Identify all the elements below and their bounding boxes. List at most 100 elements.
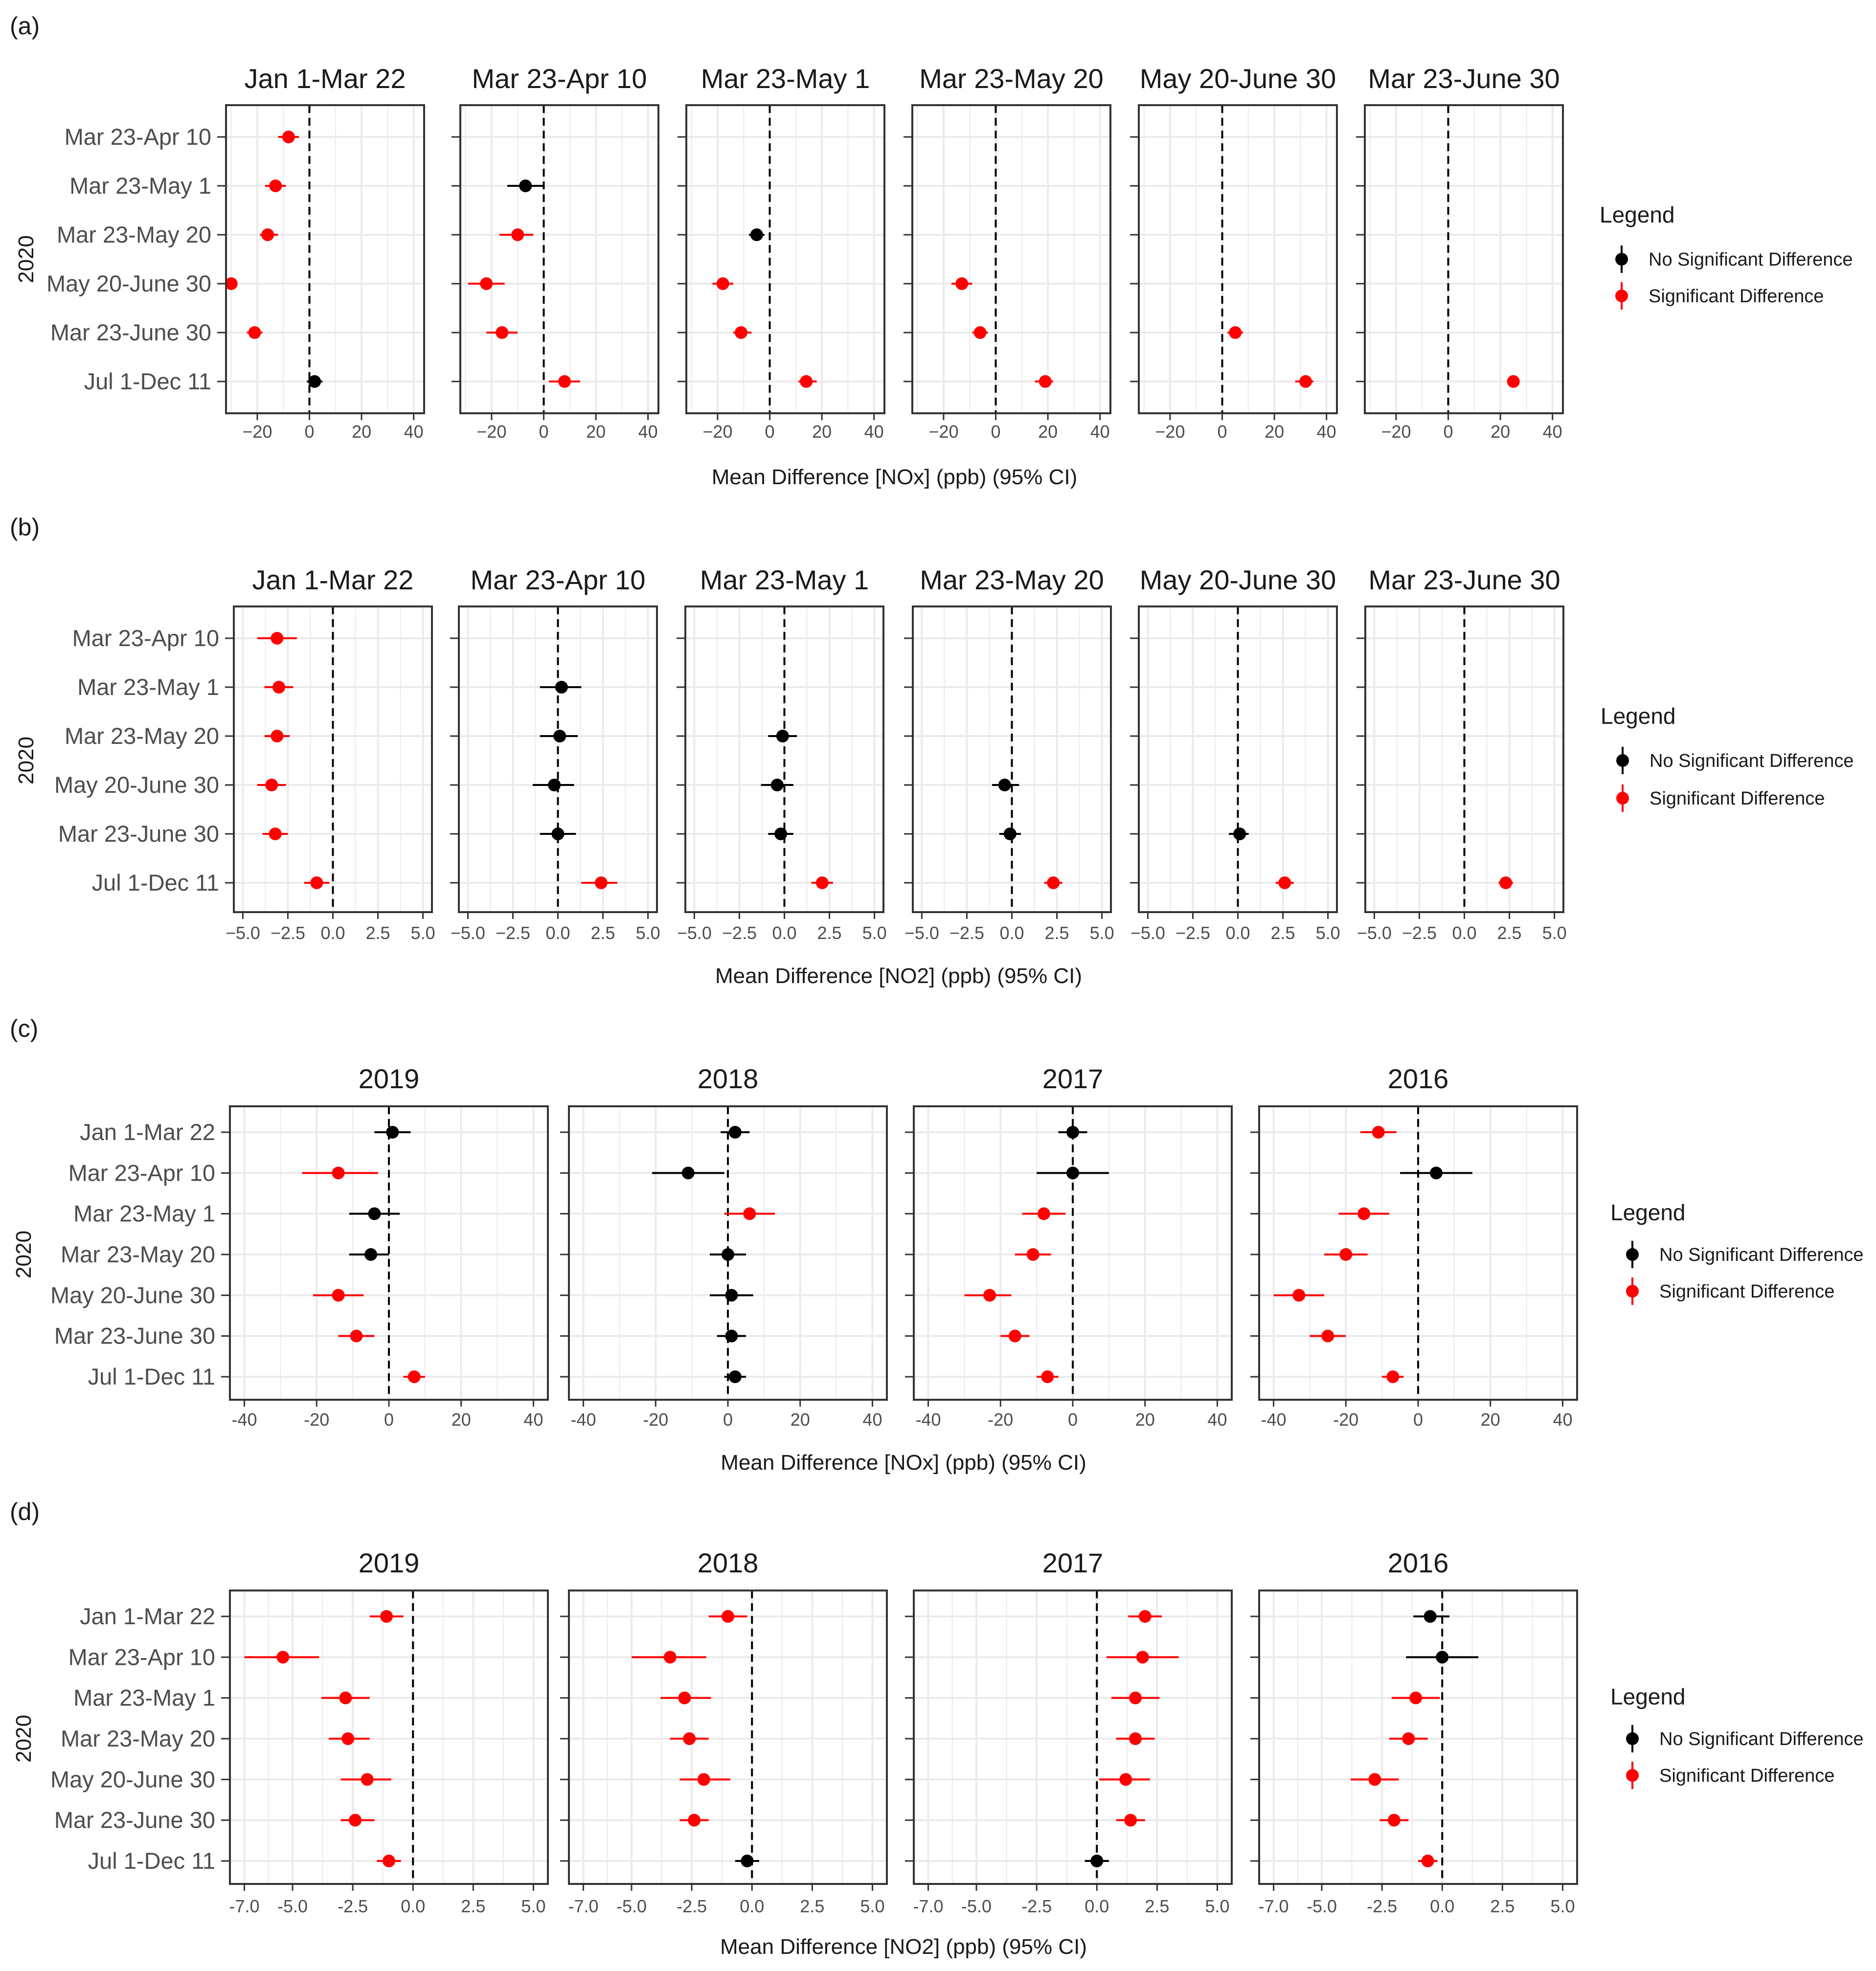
estimate-point <box>973 326 987 339</box>
facet: Mar 23-Apr 10 −5.0 −2.5 0.0 2.5 5.0 <box>450 564 660 943</box>
estimate-point <box>1124 1814 1137 1827</box>
x-tick-label: 40 <box>1317 422 1336 442</box>
estimate-point <box>815 876 829 889</box>
estimate-point <box>1409 1691 1423 1704</box>
x-tick-label: 0.0 <box>740 1896 764 1916</box>
estimate-point <box>511 228 524 241</box>
facet-title: 2019 <box>359 1547 420 1578</box>
legend-title: Legend <box>1610 1200 1686 1225</box>
estimate-point <box>1229 326 1242 339</box>
x-tick-label: 0 <box>305 422 315 442</box>
estimate-point <box>1424 1610 1437 1623</box>
x-tick-label: -2.5 <box>1021 1896 1052 1916</box>
estimate-point <box>1066 1166 1079 1180</box>
estimate-point <box>697 1773 710 1786</box>
estimate-point <box>594 876 608 889</box>
x-tick-label: 0.0 <box>1430 1896 1454 1916</box>
x-tick-label: -40 <box>1261 1410 1287 1430</box>
panel-label: (a) <box>10 12 40 40</box>
estimate-point <box>361 1773 374 1786</box>
x-tick-label: 0.0 <box>401 1896 425 1916</box>
x-tick-label: 20 <box>586 422 606 442</box>
facet: 2019 -40 -20 0 20 40 <box>229 1063 549 1430</box>
row-label: Jul 1-Dec 11 <box>92 870 219 896</box>
facet: 2018 -40 -20 0 20 40 <box>560 1063 888 1430</box>
row-label: Mar 23-June 30 <box>54 1807 215 1833</box>
estimate-point <box>551 828 565 840</box>
estimate-point <box>678 1691 691 1704</box>
x-tick-label: −2.5 <box>496 923 530 943</box>
legend-key-point <box>1626 1285 1639 1298</box>
x-tick-label: 40 <box>1090 422 1110 442</box>
x-tick-label: -40 <box>571 1410 596 1430</box>
facet: Mar 23-May 20 −5.0 −2.5 0.0 2.5 5.0 <box>904 564 1114 943</box>
x-tick-label: 20 <box>791 1410 810 1430</box>
x-tick-label: 0 <box>765 422 775 442</box>
estimate-point <box>272 681 286 694</box>
estimate-point <box>1041 1370 1054 1383</box>
x-tick-label: 0 <box>1444 422 1453 442</box>
facet-title: Mar 23-May 1 <box>700 564 869 595</box>
facet-title: Mar 23-Apr 10 <box>471 564 646 595</box>
estimate-point <box>261 228 274 241</box>
facet: Mar 23-June 30 −5.0 −2.5 0.0 2.5 5.0 <box>1356 564 1567 943</box>
x-tick-label: 2.5 <box>1045 923 1069 943</box>
facet-title: 2017 <box>1042 1063 1104 1094</box>
row-label: Mar 23-May 1 <box>73 1201 215 1227</box>
estimate-point <box>1233 828 1246 840</box>
estimate-point <box>722 1610 734 1623</box>
x-tick-label: 0 <box>539 422 549 442</box>
x-tick-label: 40 <box>1553 1410 1572 1430</box>
row-label: Mar 23-Apr 10 <box>65 124 211 150</box>
estimate-point <box>349 1814 362 1827</box>
facet-title: Mar 23-Apr 10 <box>472 63 647 94</box>
estimate-point <box>555 681 568 694</box>
x-tick-label: 20 <box>452 1410 471 1430</box>
x-axis-title: Mean Difference [NO2] (ppb) (95% CI) <box>715 964 1082 988</box>
x-tick-label: 40 <box>638 422 658 442</box>
estimate-point <box>1387 1814 1401 1827</box>
estimate-point <box>1292 1289 1306 1302</box>
panel-d: (d) 2020 Jan 1-Mar 22 Mar 23-Apr 10 Mar 23-M… <box>10 1498 1864 1959</box>
x-tick-label: -5.0 <box>1307 1896 1337 1916</box>
facet-frame <box>459 104 659 414</box>
x-tick-label: 0 <box>991 422 1001 442</box>
estimate-point <box>1368 1773 1381 1786</box>
facet: Mar 23-June 30 −20 0 20 40 <box>1356 63 1564 442</box>
estimate-point <box>548 779 561 791</box>
estimate-point <box>339 1691 352 1704</box>
estimate-point <box>688 1814 701 1827</box>
row-label: Mar 23-Apr 10 <box>68 1644 215 1670</box>
x-tick-label: 2.5 <box>1145 1896 1169 1916</box>
legend-title: Legend <box>1601 703 1676 729</box>
x-tick-label: −2.5 <box>271 923 305 943</box>
estimate-point <box>1339 1248 1353 1261</box>
estimate-point <box>1436 1651 1449 1664</box>
facet: Mar 23-May 20 −20 0 20 40 <box>904 63 1111 442</box>
x-tick-label: −5.0 <box>904 923 939 943</box>
x-tick-label: -20 <box>304 1410 329 1430</box>
estimate-point <box>722 1248 734 1261</box>
legend-item-label: Significant Difference <box>1659 1766 1834 1786</box>
legend: Legend No Significant Difference Significa… <box>1601 703 1854 812</box>
estimate-point <box>1499 876 1513 889</box>
x-tick-label: -2.5 <box>677 1896 707 1916</box>
facet: 2019 -7.0 -5.0 -2.5 0.0 2.5 5.0 <box>229 1547 549 1916</box>
estimate-point <box>1129 1691 1142 1704</box>
estimate-point <box>734 326 747 339</box>
estimate-point <box>350 1329 363 1343</box>
legend-key-point <box>1626 1732 1639 1745</box>
x-tick-label: 2.5 <box>591 923 615 943</box>
estimate-point <box>681 1166 695 1180</box>
legend-item-label: No Significant Difference <box>1650 751 1854 771</box>
estimate-point <box>248 326 261 339</box>
estimate-point <box>1129 1732 1142 1745</box>
x-tick-label: -20 <box>643 1410 668 1430</box>
estimate-point <box>774 828 788 840</box>
x-tick-label: 2.5 <box>461 1896 485 1916</box>
facet-frame <box>1258 1590 1578 1885</box>
x-tick-label: 2.5 <box>1497 923 1522 943</box>
facet-title: Mar 23-May 1 <box>701 63 870 94</box>
